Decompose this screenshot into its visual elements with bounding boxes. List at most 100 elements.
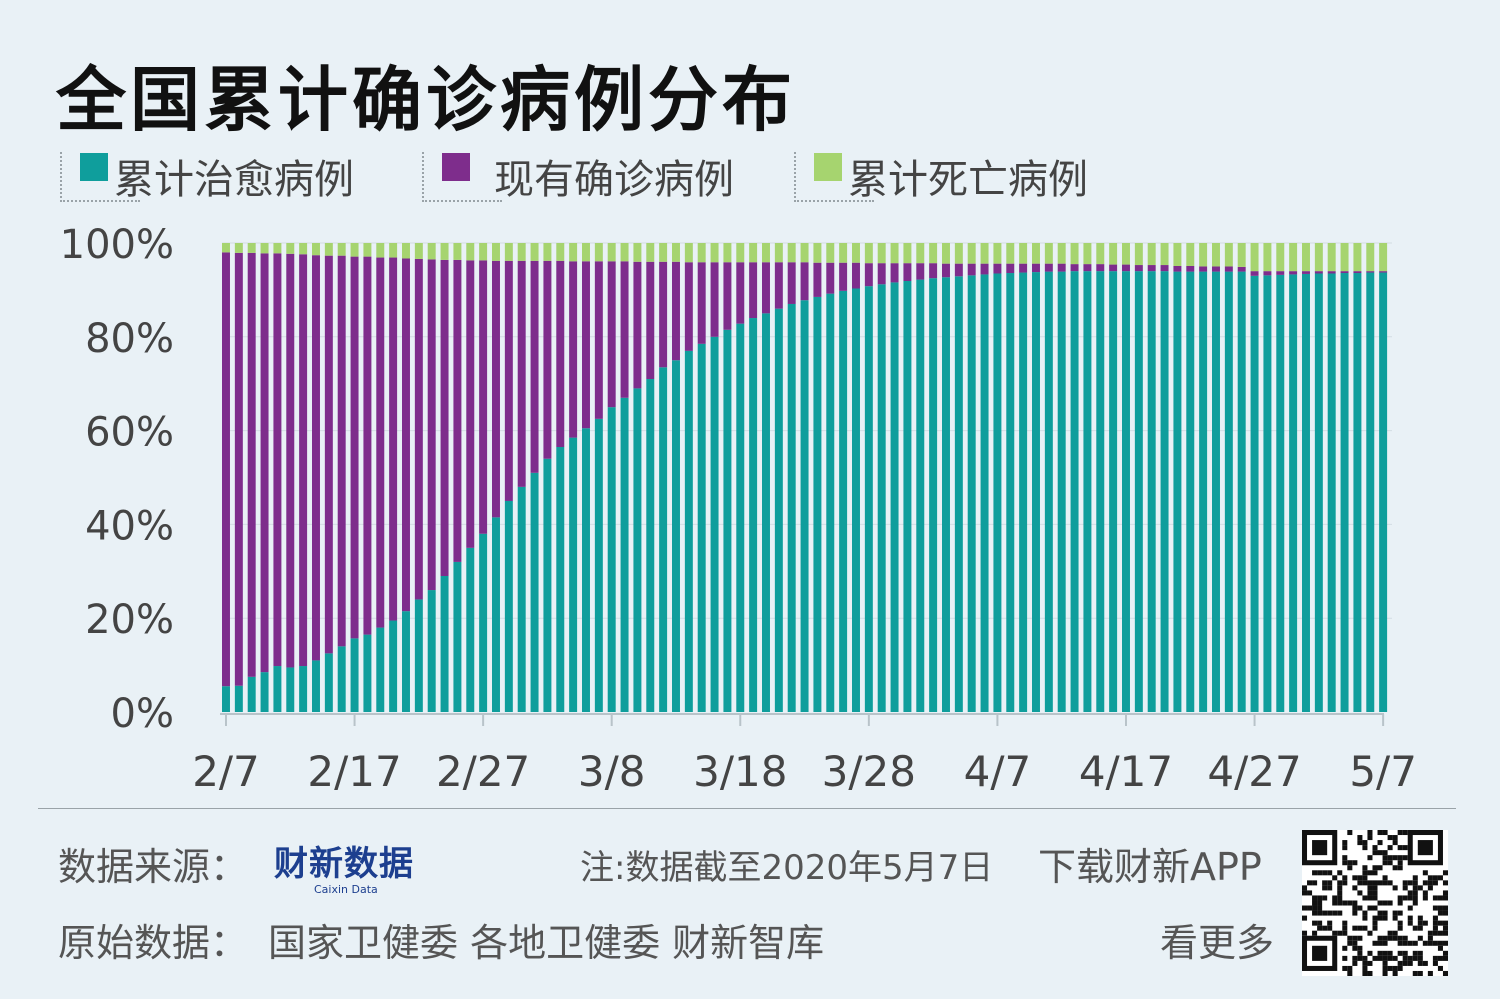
bar-segment-active bbox=[710, 262, 719, 337]
bar-segment-deaths bbox=[273, 243, 282, 254]
x-tick-label: 5/7 bbox=[1349, 747, 1417, 796]
bar-segment-deaths bbox=[530, 243, 539, 261]
bar-segment-active bbox=[273, 253, 282, 667]
bar-segment-recovered bbox=[684, 350, 693, 712]
bar-segment-active bbox=[350, 256, 359, 639]
bar-segment-active bbox=[453, 259, 462, 562]
bar-segment-active bbox=[942, 263, 950, 278]
bar-segment-deaths bbox=[1122, 243, 1130, 265]
bar-segment-active bbox=[980, 263, 989, 275]
bar-segment-recovered bbox=[1250, 275, 1259, 712]
y-tick-label: 40% bbox=[85, 503, 174, 549]
bar-segment-active bbox=[1083, 264, 1092, 272]
bar-segment-deaths bbox=[684, 243, 693, 263]
bar-segment-active bbox=[582, 261, 590, 429]
bar-segment-active bbox=[479, 260, 488, 534]
bar-segment-recovered bbox=[376, 627, 385, 712]
bar-segment-active bbox=[787, 262, 796, 304]
bar-segment-deaths bbox=[504, 243, 513, 261]
bar-segment-recovered bbox=[942, 277, 950, 712]
y-tick-label: 100% bbox=[60, 222, 174, 268]
bar-segment-recovered bbox=[1353, 273, 1362, 712]
bar-segment-recovered bbox=[363, 634, 372, 713]
bar-segment-deaths bbox=[1327, 243, 1336, 272]
bar-segment-recovered bbox=[1302, 273, 1310, 712]
bar-segment-recovered bbox=[1096, 271, 1105, 712]
bar-segment-recovered bbox=[903, 280, 912, 712]
bar-segment-recovered bbox=[633, 388, 642, 712]
bar-segment-active bbox=[1327, 271, 1336, 274]
bar-segment-deaths bbox=[492, 243, 500, 261]
bar-segment-active bbox=[1289, 271, 1298, 275]
bar-segment-recovered bbox=[1019, 272, 1028, 712]
bar-segment-active bbox=[1212, 266, 1220, 272]
legend-item-active: 现有确诊病例 bbox=[422, 152, 734, 203]
bar-segment-recovered bbox=[1186, 271, 1195, 712]
bar-segment-recovered bbox=[273, 666, 282, 712]
bar-segment-active bbox=[1199, 266, 1208, 272]
x-tick-label: 4/17 bbox=[1079, 747, 1173, 796]
bar-segment-active bbox=[414, 258, 423, 600]
bar-segment-recovered bbox=[1083, 271, 1092, 712]
bar-segment-deaths bbox=[1096, 243, 1105, 265]
qr-code-icon[interactable] bbox=[1302, 830, 1448, 976]
bar-segment-deaths bbox=[954, 243, 963, 264]
legend-swatch-deaths bbox=[814, 153, 842, 181]
bar-segment-deaths bbox=[1289, 243, 1298, 272]
bar-segment-active bbox=[633, 261, 642, 389]
bar-segment-recovered bbox=[337, 646, 346, 712]
bar-segment-active bbox=[286, 253, 295, 668]
y-tick-label: 60% bbox=[85, 410, 174, 456]
bar-segment-recovered bbox=[774, 308, 783, 712]
bar-segment-deaths bbox=[286, 243, 295, 254]
bar-segment-recovered bbox=[312, 660, 320, 712]
bar-segment-active bbox=[672, 261, 680, 361]
bar-segment-deaths bbox=[916, 243, 925, 264]
x-tick-label: 2/7 bbox=[192, 747, 260, 796]
bar-segment-active bbox=[864, 263, 873, 287]
bar-segment-deaths bbox=[890, 243, 899, 264]
bar-segment-deaths bbox=[659, 243, 668, 262]
bar-segment-active bbox=[903, 263, 912, 281]
bar-segment-recovered bbox=[1224, 271, 1233, 712]
bar-segment-recovered bbox=[1289, 274, 1298, 712]
bar-segment-deaths bbox=[1276, 243, 1285, 272]
bar-segment-recovered bbox=[1212, 271, 1220, 712]
legend-label-recovered: 累计治愈病例 bbox=[114, 157, 354, 203]
stacked-bar-chart: 0% 20% 40% 60% 80% 100% 2/7 2/17 2/27 3/8 3/18 3/28… bbox=[60, 222, 1417, 796]
bar-segment-deaths bbox=[543, 243, 552, 261]
download-app-text: 下载财新APP bbox=[1038, 845, 1262, 889]
bar-segment-active bbox=[363, 256, 372, 635]
bar-segment-deaths bbox=[582, 243, 590, 262]
bar-segment-recovered bbox=[890, 282, 899, 712]
bar-segment-active bbox=[1353, 271, 1362, 274]
bar-segment-recovered bbox=[813, 296, 822, 712]
bar-segment-deaths bbox=[1263, 243, 1272, 272]
bar-segment-active bbox=[1019, 263, 1028, 273]
bar-segment-active bbox=[646, 261, 655, 380]
bar-segment-active bbox=[492, 260, 500, 518]
bar-segment-deaths bbox=[1070, 243, 1079, 265]
bar-segment-active bbox=[247, 252, 256, 677]
bar-segment-recovered bbox=[736, 323, 745, 712]
y-tick-label: 20% bbox=[85, 597, 174, 643]
bar-segment-recovered bbox=[1173, 271, 1182, 712]
bar-segment-deaths bbox=[787, 243, 796, 263]
bar-segment-deaths bbox=[697, 243, 706, 263]
bar-segment-active bbox=[440, 259, 449, 576]
bar-segment-deaths bbox=[222, 243, 230, 253]
bar-segment-active bbox=[723, 262, 732, 330]
bar-segment-deaths bbox=[376, 243, 385, 258]
bar-segment-recovered bbox=[414, 599, 423, 712]
bar-segment-recovered bbox=[247, 676, 256, 712]
bar-segment-recovered bbox=[710, 336, 719, 712]
bar-segment-recovered bbox=[543, 458, 552, 712]
bar-segment-deaths bbox=[877, 243, 886, 264]
origin-sources: 国家卫健委 各地卫健委 财新智库 bbox=[268, 921, 825, 965]
bar-segment-recovered bbox=[864, 286, 873, 712]
bar-segment-deaths bbox=[440, 243, 449, 260]
bar-segment-active bbox=[1173, 265, 1182, 272]
bar-segment-recovered bbox=[1237, 271, 1246, 712]
bar-segment-deaths bbox=[710, 243, 719, 263]
bar-segment-deaths bbox=[402, 243, 410, 259]
